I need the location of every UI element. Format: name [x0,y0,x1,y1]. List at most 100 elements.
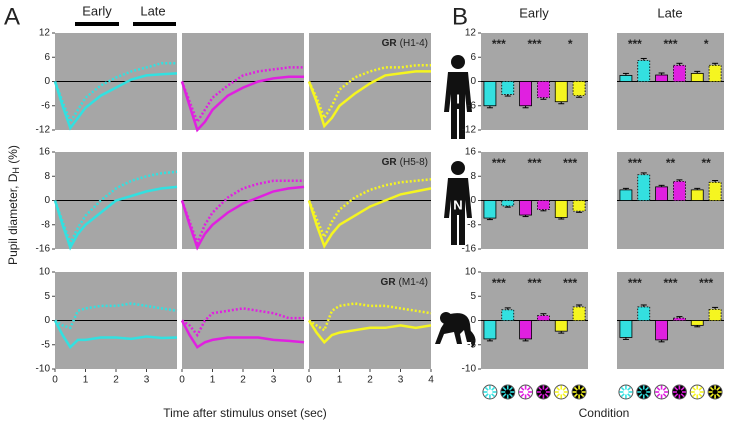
icon-spoke [692,386,697,391]
x-tick-label: 1 [337,375,343,386]
bar [519,320,532,340]
y-tick-label: -16 [462,244,477,255]
icon-spoke [562,386,567,391]
y-tick-label: -10 [36,364,51,375]
y-tick-label: -8 [467,219,476,230]
icon-spoke [502,393,507,398]
x-tick-label: 1 [83,375,89,386]
bar [655,186,668,201]
icon-spoke [698,386,703,391]
icon-spoke [556,393,561,398]
icon-spoke [698,393,703,398]
line-series [53,319,178,350]
subject-label: I [456,91,460,106]
y-tick-label: 8 [44,171,50,182]
significance: *** [628,156,642,170]
bar [637,306,651,321]
bar [501,309,515,321]
icon-spoke [556,386,561,391]
x-tick-label: 0 [52,375,58,386]
bar [655,320,668,341]
human-silhouette [444,161,472,245]
bar [619,320,633,338]
bar [572,81,586,97]
bar [501,81,515,95]
icon-spoke [627,393,632,398]
significance: *** [527,276,541,290]
row-label-text: (H1-4) [400,38,428,49]
y-tick-label: 0 [470,195,476,206]
y-axis-label-sub: H [11,167,21,174]
condition-icon [500,384,516,400]
line-series [307,319,432,345]
y-tick-label: -6 [467,100,476,111]
bar [554,200,568,218]
significance: * [568,37,573,51]
y-tick-label: 0 [470,315,476,326]
x-tick-label: 4 [428,375,434,386]
y-tick-label: -16 [36,244,51,255]
condition-icon [689,384,705,400]
bar [554,320,568,332]
icon-spoke [544,386,549,391]
icon-spoke [644,386,649,391]
line-series [180,185,305,251]
icon-spoke [520,386,525,391]
bar [483,81,497,107]
line-series [53,185,178,251]
line-series [307,187,432,249]
significance: *** [699,276,713,290]
y-tick-label: 6 [44,52,50,63]
y-tick-label: 5 [44,291,50,302]
condition-icon [707,384,723,400]
bar [690,189,704,201]
bar [519,81,532,107]
y-tick-label: -5 [467,339,476,350]
icon-spoke [484,386,489,391]
icon-spoke [662,386,667,391]
subject-label: N [453,197,462,212]
monkey-silhouette [435,312,476,348]
bar [673,317,686,321]
icon-spoke [544,393,549,398]
condition-icon [671,384,687,400]
line-series [307,70,431,129]
y-tick-label: 16 [39,147,51,158]
line-series [180,179,304,247]
y-axis-label-unit: (%) [6,145,20,167]
bar [572,306,586,321]
bar [537,315,550,321]
condition-icon [618,384,634,400]
x-tick-label: 2 [367,375,373,386]
icon-spoke [716,393,721,398]
icon-spoke [538,386,543,391]
condition-icon [636,384,652,400]
significance: *** [492,37,506,51]
x-tick-label: 1 [210,375,216,386]
icon-spoke [580,386,585,391]
significance: *** [492,156,506,170]
x-tick-label: 3 [398,375,404,386]
period-bar [133,22,176,26]
bar [619,75,633,82]
condition-icon [553,384,569,400]
icon-spoke [508,386,513,391]
icon-spoke [674,386,679,391]
y-tick-label: -12 [36,125,51,136]
bar [708,181,722,201]
x-tick-label: 2 [240,375,246,386]
significance: *** [663,276,677,290]
condition-icon [518,384,534,400]
row-label: GR (M1-4) [381,277,428,288]
line-series [53,62,177,125]
significance: *** [628,37,642,51]
bar [637,174,651,201]
icon-spoke [526,393,531,398]
row-label: GR (H5-8) [382,157,428,168]
significance: *** [563,156,577,170]
icon-spoke [580,393,585,398]
icon-spoke [491,393,496,398]
significance: * [704,37,709,51]
x-tick-label: 0 [306,375,312,386]
significance: *** [628,276,642,290]
